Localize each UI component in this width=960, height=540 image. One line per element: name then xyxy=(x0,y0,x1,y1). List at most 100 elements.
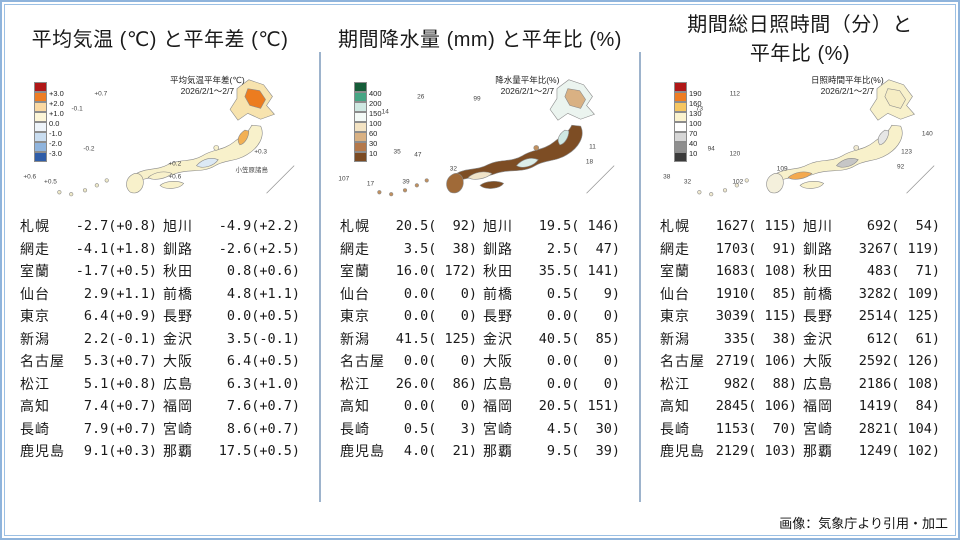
station-name: 秋田 xyxy=(163,263,193,280)
map-title-date: 2026/2/1〜2/7 xyxy=(820,86,875,97)
station-name: 高知 xyxy=(340,398,370,415)
station-name: 広島 xyxy=(163,375,193,392)
table-row: 広島 2186( 108) xyxy=(803,373,940,396)
station-value: 2129( 103) xyxy=(715,443,797,460)
table-row: 大阪 2592( 126) xyxy=(803,350,940,373)
legend-color-swatch xyxy=(34,122,47,132)
table-row: 広島 0.0( 0) xyxy=(483,373,620,396)
legend-label: 130 xyxy=(689,108,702,118)
station-value: 16.0( 172) xyxy=(395,263,477,280)
table-row: 名古屋 2719( 106) xyxy=(660,350,797,373)
station-value: 0.0( 0) xyxy=(395,285,477,302)
station-name: 仙台 xyxy=(20,285,50,302)
table-row: 新潟 41.5( 125) xyxy=(340,328,477,351)
station-name: 新潟 xyxy=(20,330,50,347)
table-row: 松江 5.1(+0.8) xyxy=(20,373,157,396)
legend-item: +3.0 xyxy=(34,82,64,97)
station-name: 那覇 xyxy=(483,443,513,460)
station-name: 金沢 xyxy=(483,330,513,347)
station-name: 旭川 xyxy=(483,218,513,235)
station-value: 982( 88) xyxy=(715,375,797,392)
legend-item: 160 xyxy=(674,92,702,107)
legend-color-swatch xyxy=(354,152,367,162)
station-value: 19.5( 146) xyxy=(538,218,620,235)
table-row: 長野 2514( 125) xyxy=(803,305,940,328)
table-row: 旭川 -4.9(+2.2) xyxy=(163,215,300,238)
table-row: 札幌 1627( 115) xyxy=(660,215,797,238)
legend-item: 400 xyxy=(354,82,382,97)
table-row: 那覇 1249( 102) xyxy=(803,440,940,463)
station-value: 9.5( 39) xyxy=(538,443,620,460)
table-row: 長野 0.0(+0.5) xyxy=(163,305,300,328)
ogasawara-line xyxy=(906,165,935,194)
map-color-legend: 190 160 130 100 xyxy=(674,82,702,162)
legend-label: 150 xyxy=(369,108,382,118)
station-value: 0.0( 0) xyxy=(395,308,477,325)
legend-label: -3.0 xyxy=(49,148,62,158)
station-name: 秋田 xyxy=(803,263,833,280)
table-row: 仙台 1910( 85) xyxy=(660,283,797,306)
map-color-legend: +3.0 +2.0 +1.0 0.0 xyxy=(34,82,64,162)
station-value: 6.3(+1.0) xyxy=(218,375,300,392)
station-value: 335( 38) xyxy=(715,330,797,347)
map-title-line: 日照時間平年比(%) xyxy=(810,75,884,85)
station-name: 秋田 xyxy=(483,263,513,280)
station-name: 名古屋 xyxy=(20,353,65,370)
table-row: 那覇 9.5( 39) xyxy=(483,440,620,463)
chugoku-patch xyxy=(787,171,813,180)
ryukyu-islands xyxy=(697,178,749,197)
table-row: 室蘭 1683( 108) xyxy=(660,260,797,283)
table-row: 仙台 0.0( 0) xyxy=(340,283,477,306)
table-row: 東京 3039( 115) xyxy=(660,305,797,328)
legend-item: -3.0 xyxy=(34,142,64,157)
legend-color-swatch xyxy=(354,122,367,132)
station-name: 松江 xyxy=(20,375,50,392)
station-value: 4.5( 30) xyxy=(538,420,620,437)
table-row: 松江 982( 88) xyxy=(660,373,797,396)
table-row: 宮崎 8.6(+0.7) xyxy=(163,418,300,441)
station-value: 1153( 70) xyxy=(715,420,797,437)
station-value: 41.5( 125) xyxy=(395,330,477,347)
station-name: 長野 xyxy=(163,308,193,325)
legend-color-swatch xyxy=(354,102,367,112)
shikoku-region xyxy=(479,181,505,189)
station-value: 2.2(-0.1) xyxy=(75,330,157,347)
table-row: 新潟 2.2(-0.1) xyxy=(20,328,157,351)
legend-item: 200 xyxy=(354,92,382,107)
station-name: 新潟 xyxy=(340,330,370,347)
sunshine-station-table: 札幌 1627( 115) 網走 1703( 91) 室蘭 1683( 108) xyxy=(648,215,952,463)
station-value: 35.5( 141) xyxy=(538,263,620,280)
station-value: 4.0( 21) xyxy=(395,443,477,460)
table-row: 福岡 7.6(+0.7) xyxy=(163,395,300,418)
station-name: 名古屋 xyxy=(340,353,385,370)
station-name: 札幌 xyxy=(340,218,370,235)
station-value: 0.0(+0.5) xyxy=(218,308,300,325)
table-right-column: 旭川 692( 54) 釧路 3267( 119) 秋田 483( 71) xyxy=(803,215,940,463)
table-right-column: 旭川 -4.9(+2.2) 釧路 -2.6(+2.5) 秋田 0.8(+0.6) xyxy=(163,215,300,463)
station-name: 松江 xyxy=(660,375,690,392)
legend-label: 100 xyxy=(689,118,702,128)
table-row: 金沢 612( 61) xyxy=(803,328,940,351)
table-row: 広島 6.3(+1.0) xyxy=(163,373,300,396)
legend-item xyxy=(34,152,64,162)
japan-map-svg xyxy=(57,79,295,197)
panel-title: 平均気温 (℃) と平年差 (℃) xyxy=(31,28,289,51)
table-left-column: 札幌 20.5( 92) 網走 3.5( 38) 室蘭 16.0( 172) xyxy=(340,215,477,463)
legend-color-swatch xyxy=(674,142,687,152)
station-value: 17.5(+0.5) xyxy=(218,443,300,460)
station-name: 福岡 xyxy=(163,398,193,415)
station-name: 前橋 xyxy=(483,285,513,302)
legend-item: 10 xyxy=(674,142,702,157)
station-name: 金沢 xyxy=(803,330,833,347)
station-name: 旭川 xyxy=(803,218,833,235)
legend-color-swatch xyxy=(354,82,367,92)
map-title: 平均気温平年差(℃) 2026/2/1〜2/7 xyxy=(124,75,290,98)
station-name: 長野 xyxy=(803,308,833,325)
station-name: 東京 xyxy=(340,308,370,325)
shikoku-region xyxy=(159,181,185,189)
legend-color-swatch xyxy=(354,142,367,152)
station-value: 6.4(+0.9) xyxy=(75,308,157,325)
table-row: 札幌 -2.7(+0.8) xyxy=(20,215,157,238)
legend-item xyxy=(674,152,702,162)
station-value: 0.5( 3) xyxy=(395,420,477,437)
